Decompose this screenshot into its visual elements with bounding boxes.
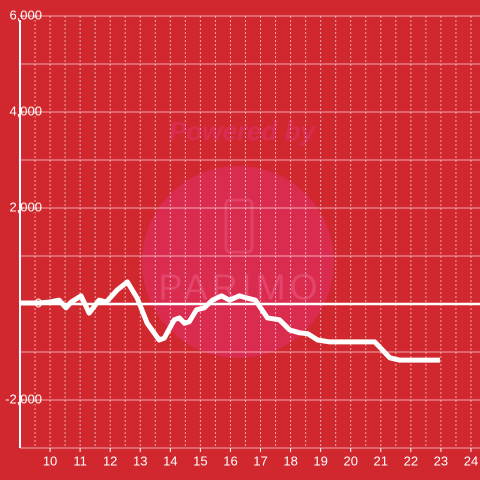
watermark-text: PARIMO bbox=[158, 267, 321, 308]
x-tick-label: 12 bbox=[103, 453, 117, 468]
x-tick-label: 14 bbox=[163, 453, 177, 468]
x-tick-label: 10 bbox=[43, 453, 57, 468]
y-tick-label: 2,000 bbox=[9, 199, 42, 214]
x-tick-label: 22 bbox=[404, 453, 418, 468]
x-tick-label: 23 bbox=[434, 453, 448, 468]
x-tick-label: 19 bbox=[313, 453, 327, 468]
watermark-text: Powered by bbox=[169, 116, 316, 146]
x-tick-label: 20 bbox=[343, 453, 357, 468]
watermark-icon bbox=[224, 198, 254, 254]
x-tick-label: 16 bbox=[223, 453, 237, 468]
y-tick-label: 6,000 bbox=[9, 7, 42, 22]
x-tick-label: 21 bbox=[374, 453, 388, 468]
x-tick-label: 11 bbox=[73, 453, 87, 468]
x-tick-label: 24 bbox=[464, 453, 478, 468]
y-tick-label: 4,000 bbox=[9, 103, 42, 118]
x-tick-label: 18 bbox=[283, 453, 297, 468]
x-tick-label: 15 bbox=[193, 453, 207, 468]
x-tick-label: 13 bbox=[133, 453, 147, 468]
y-tick-label: -2,000 bbox=[5, 391, 42, 406]
watermark-circle bbox=[142, 166, 334, 358]
data-line bbox=[20, 279, 441, 363]
x-tick-label: 17 bbox=[253, 453, 267, 468]
